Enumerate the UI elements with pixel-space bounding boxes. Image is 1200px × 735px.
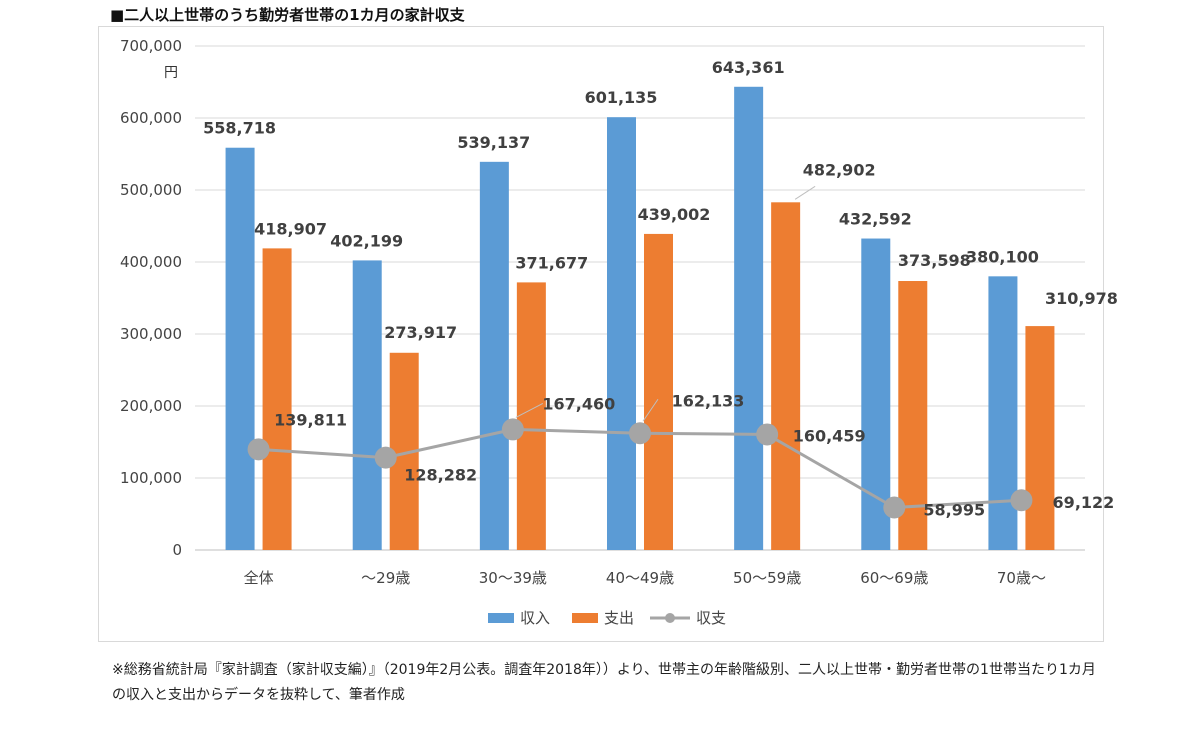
expense-data-label: 482,902: [803, 160, 876, 179]
expense-data-label: 371,677: [515, 253, 588, 272]
footnote: ※総務省統計局『家計調査（家計収支編）』（2019年2月公表。調査年2018年）…: [112, 662, 1096, 703]
legend-label: 支出: [604, 609, 634, 627]
x-axis-ticks: 全体 ～29歳 30～39歳 40～49歳 50～59歳 60～69歳 70歳～: [244, 569, 1046, 587]
chart-frame: [98, 26, 1104, 642]
y-tick-label: 700,000: [120, 37, 182, 55]
y-tick-label: 0: [172, 541, 182, 559]
income-bar: [734, 86, 764, 550]
x-tick-label: 60～69歳: [860, 569, 928, 587]
legend-swatch: [488, 613, 514, 623]
expense-data-label: 418,907: [254, 219, 327, 238]
income-data-label: 402,199: [330, 231, 403, 250]
y-tick-label: 300,000: [120, 325, 182, 343]
label-leader-line: [794, 185, 816, 200]
balance-data-label: 128,282: [404, 466, 477, 485]
balance-point: [501, 418, 524, 441]
balance-data-label: 58,995: [923, 501, 985, 520]
y-tick-label: 100,000: [120, 469, 182, 487]
balance-data-label: 69,122: [1053, 493, 1115, 512]
expense-data-label: 373,598: [898, 251, 971, 270]
legend-label: 収支: [696, 609, 726, 627]
expense-data-label: 310,978: [1045, 289, 1118, 308]
label-leader-line: [515, 402, 544, 418]
balance-line: [247, 418, 1033, 519]
chart-title: ■二人以上世帯のうち勤労者世帯の1カ月の家計収支: [110, 6, 465, 24]
y-axis-unit: 円: [164, 65, 178, 81]
x-tick-label: 全体: [244, 569, 274, 587]
y-axis-ticks: 0 100,000 200,000 300,000 400,000 500,000 600,…: [120, 37, 182, 559]
gridlines: [195, 45, 1085, 551]
income-bar: [225, 147, 255, 551]
x-tick-label: 30～39歳: [479, 569, 547, 587]
bars: [225, 86, 1055, 551]
income-data-label: 539,137: [457, 133, 530, 152]
income-data-label: 558,718: [203, 119, 276, 138]
balance-point: [374, 446, 397, 469]
x-tick-label: 50～59歳: [733, 569, 801, 587]
x-tick-label: ～29歳: [361, 569, 410, 587]
legend-swatch: [572, 613, 598, 623]
legend: 収入 支出 収支: [488, 609, 726, 627]
expense-data-label: 273,917: [384, 323, 457, 342]
income-data-label: 432,592: [839, 210, 912, 229]
balance-data-label: 160,459: [793, 426, 866, 445]
leader-lines: [515, 185, 816, 422]
income-data-label: 601,135: [585, 88, 658, 107]
x-tick-label: 40～49歳: [606, 569, 674, 587]
y-tick-label: 200,000: [120, 397, 182, 415]
expense-bar: [771, 202, 801, 551]
y-tick-label: 400,000: [120, 253, 182, 271]
expense-bar: [1025, 326, 1055, 550]
expense-data-label: 439,002: [638, 205, 711, 224]
income-data-label: 643,361: [712, 58, 785, 77]
y-tick-label: 600,000: [120, 109, 182, 127]
balance-data-label: 162,133: [672, 391, 745, 410]
y-tick-label: 500,000: [120, 181, 182, 199]
income-data-label: 380,100: [966, 247, 1039, 266]
income-bar: [607, 117, 636, 550]
household-budget-chart: 0 100,000 200,000 300,000 400,000 500,000 600,…: [120, 37, 1118, 627]
balance-data-label: 167,460: [542, 394, 615, 413]
data-labels: 558,718 402,199 539,137 601,135 643,361 432,5…: [203, 58, 1118, 520]
balance-point: [756, 423, 779, 446]
legend-label: 収入: [520, 609, 550, 627]
expense-bar: [262, 248, 292, 550]
expense-bar: [644, 233, 673, 550]
income-bar: [988, 276, 1018, 550]
expense-bar: [516, 282, 546, 550]
income-bar: [352, 260, 382, 550]
legend-swatch-marker: [665, 613, 675, 623]
balance-data-label: 139,811: [274, 410, 347, 429]
label-leader-line: [642, 398, 659, 422]
x-tick-label: 70歳～: [997, 569, 1046, 587]
balance-point: [629, 422, 651, 445]
balance-point: [883, 496, 906, 519]
balance-point: [247, 438, 270, 461]
balance-point: [1010, 489, 1033, 512]
income-bar: [479, 161, 509, 551]
